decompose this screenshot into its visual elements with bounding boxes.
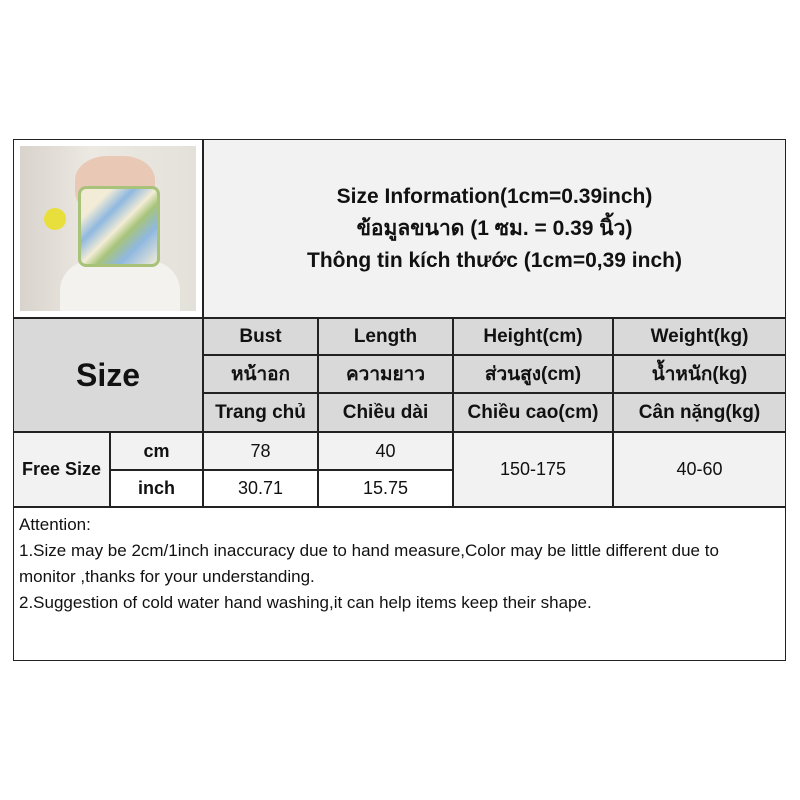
unit-inch: inch: [110, 470, 203, 507]
height-value: 150-175: [453, 432, 613, 507]
column-header-vi: Chiều dài: [318, 393, 453, 432]
column-header-en: Length: [318, 318, 453, 355]
attention-heading: Attention:: [19, 515, 91, 534]
free-size-label: Free Size: [13, 432, 110, 507]
bust-cm: 78: [203, 432, 318, 470]
column-header-vi: Chiều cao(cm): [453, 393, 613, 432]
column-header-th: ส่วนสูง(cm): [453, 355, 613, 393]
column-header-vi: Cân nặng(kg): [613, 393, 786, 432]
weight-value: 40-60: [613, 432, 786, 507]
title-th: ข้อมูลขนาด (1 ซม. = 0.39 นิ้ว): [356, 216, 633, 240]
attention-note-2: 2.Suggestion of cold water hand washing,…: [19, 593, 592, 612]
lemon: [44, 208, 66, 230]
skirt: [60, 261, 180, 311]
column-header-th: น้ำหนัก(kg): [613, 355, 786, 393]
crochet-top: [78, 186, 160, 267]
attention-note-1: 1.Size may be 2cm/1inch inaccuracy due t…: [19, 541, 719, 586]
column-header-en: Bust: [203, 318, 318, 355]
column-header-vi: Trang chủ: [203, 393, 318, 432]
title-vi: Thông tin kích thước (1cm=0,39 inch): [307, 248, 682, 272]
length-inch: 15.75: [318, 470, 453, 507]
column-header-th: หน้าอก: [203, 355, 318, 393]
column-header-en: Weight(kg): [613, 318, 786, 355]
attention-box: Attention: 1.Size may be 2cm/1inch inacc…: [13, 507, 786, 661]
size-header: Size: [13, 318, 203, 432]
title-cell: Size Information(1cm=0.39inch) ข้อมูลขนา…: [203, 139, 786, 318]
product-photo: [13, 139, 203, 318]
unit-cm: cm: [110, 432, 203, 470]
column-header-th: ความยาว: [318, 355, 453, 393]
column-header-en: Height(cm): [453, 318, 613, 355]
length-cm: 40: [318, 432, 453, 470]
title-en: Size Information(1cm=0.39inch): [336, 184, 653, 208]
bust-inch: 30.71: [203, 470, 318, 507]
